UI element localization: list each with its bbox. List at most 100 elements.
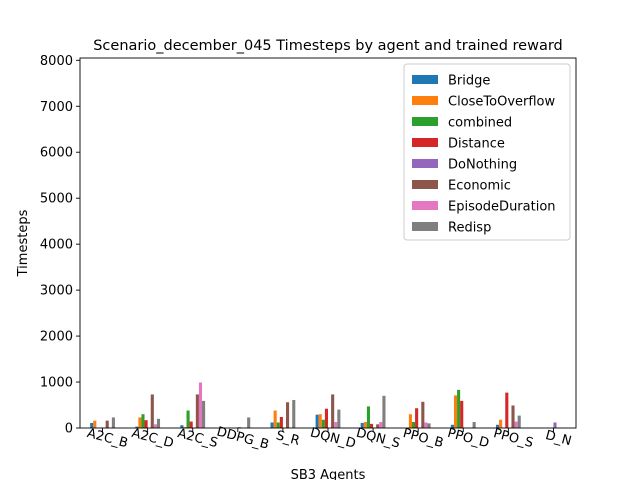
legend-swatch (412, 75, 438, 84)
y-tick-label: 1000 (40, 376, 73, 391)
bar (331, 394, 335, 428)
bar (292, 399, 296, 428)
bar (334, 422, 338, 428)
x-axis-label: SB3 Agents (291, 468, 366, 480)
legend-label: Distance (448, 137, 505, 152)
chart-title: Scenario_december_045 Timesteps by agent… (93, 38, 563, 54)
bar (279, 416, 283, 428)
y-tick-label: 8000 (40, 54, 73, 69)
bar (450, 424, 454, 428)
y-tick-label: 2000 (40, 330, 73, 345)
bar (189, 421, 193, 428)
bar (366, 406, 370, 428)
bar (324, 408, 328, 428)
bar (408, 414, 412, 428)
x-tick-label: A2C_S (176, 426, 219, 451)
bar (321, 419, 325, 428)
bar (415, 408, 419, 428)
bar (195, 394, 199, 428)
x-tick-label: DQN_D (309, 425, 358, 452)
bar (198, 382, 203, 428)
bar (360, 422, 364, 428)
legend-swatch (412, 138, 438, 147)
bar (472, 422, 476, 428)
bar (553, 422, 557, 428)
bar (105, 420, 109, 428)
bar (511, 405, 515, 428)
x-tick-label: A2C_D (130, 426, 175, 452)
legend-label: DoNothing (448, 158, 517, 173)
bar (273, 410, 277, 428)
legend-swatch (412, 159, 438, 168)
bar (460, 400, 464, 428)
legend-swatch (412, 180, 438, 189)
bar (153, 424, 157, 428)
bar (93, 420, 97, 428)
bar (424, 422, 428, 428)
bar (144, 420, 148, 428)
x-tick-label: DQN_S (354, 426, 401, 452)
bar (318, 414, 322, 428)
bar (202, 400, 206, 428)
bar (453, 395, 458, 428)
x-tick-label: PPO_B (401, 426, 445, 451)
legend-swatch (412, 222, 438, 231)
bar (90, 422, 94, 428)
legend-label: Bridge (448, 74, 490, 89)
y-tick-label: 4000 (40, 238, 73, 253)
x-tick-label: A2C_B (85, 426, 129, 451)
bar (156, 418, 161, 428)
bar (369, 423, 374, 428)
bar (505, 392, 509, 428)
x-tick-label: S_R (274, 428, 301, 449)
x-tick-label: PPO_D (446, 426, 491, 451)
bar (382, 395, 386, 428)
bar (411, 422, 416, 428)
bar (138, 417, 142, 428)
x-tick-label: PPO_S (492, 426, 535, 451)
y-axis-label: Timesteps (16, 209, 31, 277)
bar (183, 427, 187, 428)
bar (363, 422, 367, 428)
bar (111, 417, 115, 428)
bar (517, 415, 521, 428)
y-tick-label: 7000 (40, 100, 73, 115)
legend: Bridge CloseToOverflow combined Distance DoN… (403, 63, 571, 241)
legend-swatch (412, 201, 438, 210)
y-tick-label: 0 (65, 422, 73, 437)
legend-label: Redisp (448, 221, 491, 236)
y-tick-label: 5000 (40, 192, 73, 207)
bar (376, 424, 380, 428)
bar (514, 421, 518, 428)
bar (186, 410, 190, 428)
x-tick-label: D_N (544, 428, 573, 449)
bar (379, 422, 383, 428)
bar (276, 422, 280, 428)
x-tick-label: DDPG_B (215, 424, 270, 452)
legend-box (403, 63, 571, 241)
bar (135, 426, 139, 428)
legend-label: combined (448, 116, 512, 131)
bar (315, 414, 319, 428)
bar (270, 422, 274, 428)
bar (421, 401, 425, 428)
bar (247, 417, 251, 428)
legend-label: EpisodeDuration (448, 200, 556, 215)
bar (499, 419, 503, 428)
legend-swatch (412, 96, 438, 105)
bar (457, 389, 461, 428)
bar (337, 409, 341, 428)
y-tick-label: 3000 (40, 284, 73, 299)
bar (286, 402, 290, 428)
legend-label: CloseToOverflow (448, 95, 556, 110)
bar (427, 423, 431, 428)
bar (141, 414, 145, 428)
y-tick-label: 6000 (40, 146, 73, 161)
legend-label: Economic (448, 179, 511, 194)
bar (495, 424, 500, 428)
legend-swatch (412, 117, 438, 126)
bar (180, 425, 184, 428)
bar (150, 394, 154, 428)
bar (237, 427, 241, 428)
